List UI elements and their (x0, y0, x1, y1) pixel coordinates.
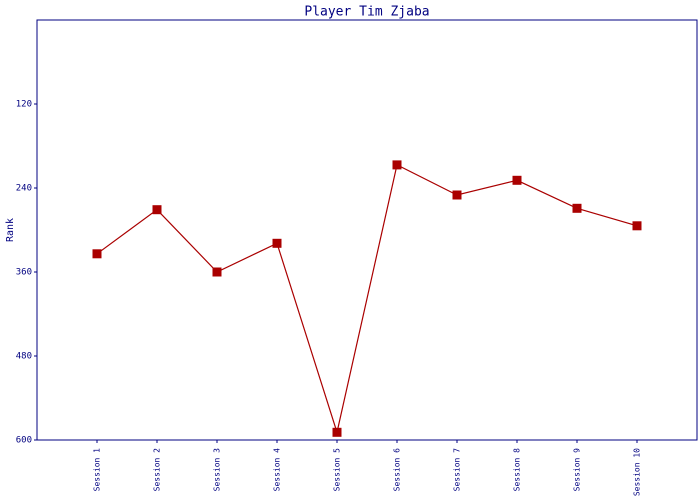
data-point (632, 221, 642, 231)
data-point (272, 238, 282, 248)
chart-title: Player Tim Zjaba (304, 5, 429, 20)
x-tick-label: Session 10 (633, 448, 642, 496)
y-tick-label: 480 (16, 352, 32, 362)
x-tick-label: Session 7 (453, 448, 462, 492)
x-tick-label: Session 5 (333, 448, 342, 492)
x-tick-label: Session 6 (393, 448, 402, 492)
series-line (96, 164, 638, 435)
y-tick-label: 120 (16, 100, 32, 110)
x-tick-label: Session 2 (153, 448, 162, 492)
x-tick-label: Session 8 (513, 448, 522, 492)
x-tick-label: Session 1 (93, 448, 102, 492)
data-point (92, 249, 102, 259)
x-tick-label: Session 4 (273, 448, 282, 492)
data-point (452, 190, 462, 200)
y-tick-label: 600 (16, 436, 32, 446)
data-point (392, 160, 402, 170)
y-axis-label: Rank (5, 218, 16, 242)
data-point (512, 175, 522, 185)
plot-frame (36, 19, 698, 441)
y-tick-label: 240 (16, 184, 32, 194)
data-point (152, 205, 162, 215)
data-point (332, 427, 342, 437)
data-point (572, 203, 582, 213)
y-tick-label: 360 (16, 268, 32, 278)
x-tick-label: Session 9 (573, 448, 582, 492)
x-tick-label: Session 3 (213, 448, 222, 492)
data-point (212, 267, 222, 277)
